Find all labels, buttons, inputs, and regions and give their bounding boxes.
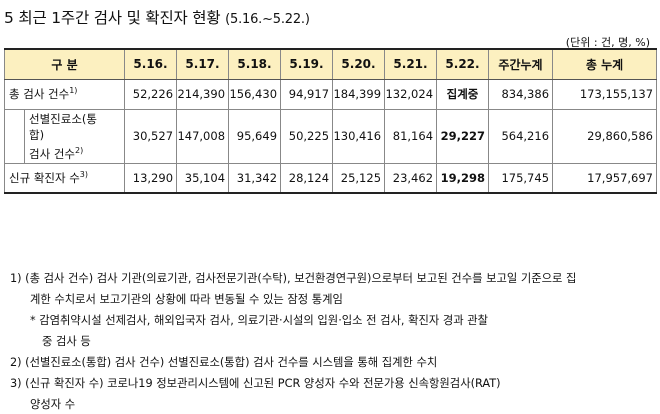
header-weekly-total: 주간누계	[488, 48, 554, 80]
table-cell: 13,290	[124, 162, 178, 194]
header-date: 5.21.	[384, 48, 438, 80]
table-cell: 31,342	[228, 162, 282, 194]
table-cell: 35,104	[176, 162, 230, 194]
footnote-3-line2: 양성자 수	[30, 398, 76, 411]
footnote-1-star-line1: * 감염취약시설 선제검사, 해외입국자 검사, 의료기관·시설의 입원·입소 …	[30, 314, 489, 327]
unit-label: (단위 : 건, 명, %)	[565, 36, 650, 49]
footnote-1-line2: 계한 수치로서 보고기관의 상황에 따라 변동될 수 있는 잠정 통계임	[30, 293, 343, 306]
section-title: 5 최근 1주간 검사 및 확진자 현황 (5.16.~5.22.)	[4, 6, 310, 28]
footnote-1-line1: 1) (총 검사 건수) 검사 기관(의료기관, 검사전문기관(수탁), 보건환…	[10, 272, 577, 285]
header-date: 5.16.	[124, 48, 178, 80]
table-header-row: 구 분 5.16. 5.17. 5.18. 5.19. 5.20. 5.21. …	[3, 48, 658, 80]
footnote-2: 2) (선별진료소(통합) 검사 건수) 선별진료소(통합) 검사 건수를 시스…	[10, 356, 438, 369]
table-cell: 147,008	[176, 108, 230, 164]
header-date: 5.20.	[332, 48, 386, 80]
row-label: 선별진료소(통 합) 검사 건수2)	[23, 108, 126, 164]
table-cell: 19,298	[436, 162, 490, 194]
header-date: 5.19.	[280, 48, 334, 80]
table-cell: 23,462	[384, 162, 438, 194]
title-date-range: (5.16.~5.22.)	[225, 12, 310, 27]
table-cell: 130,416	[332, 108, 386, 164]
table-row-total-tests: 총 검사 건수1) 52,226 214,390 156,430 94,917 …	[3, 78, 658, 110]
table-cell: 95,649	[228, 108, 282, 164]
table-cell: 132,024	[384, 78, 438, 110]
table-cell: 564,216	[488, 108, 554, 164]
table-cell: 17,957,697	[552, 162, 658, 194]
table-cell: 173,155,137	[552, 78, 658, 110]
footnotes: 1) (총 검사 건수) 검사 기관(의료기관, 검사전문기관(수탁), 보건환…	[10, 268, 656, 414]
stats-table: 구 분 5.16. 5.17. 5.18. 5.19. 5.20. 5.21. …	[3, 48, 658, 194]
table-cell: 156,430	[228, 78, 282, 110]
table-cell: 25,125	[332, 162, 386, 194]
header-grand-total: 총 누계	[552, 48, 658, 80]
row-label: 총 검사 건수1)	[3, 78, 126, 110]
table-cell: 834,386	[488, 78, 554, 110]
header-date: 5.22.	[436, 48, 490, 80]
indent-cell	[4, 108, 25, 164]
table-row-new-cases: 신규 확진자 수3) 13,290 35,104 31,342 28,124 2…	[3, 162, 658, 194]
table-cell: 81,164	[384, 108, 438, 164]
table-cell: 50,225	[280, 108, 334, 164]
row-label: 신규 확진자 수3)	[3, 162, 126, 194]
footnote-1-star-line2: 중 검사 등	[42, 335, 91, 348]
table-cell: 94,917	[280, 78, 334, 110]
table-cell: 52,226	[124, 78, 178, 110]
header-category: 구 분	[3, 48, 126, 80]
table-cell: 28,124	[280, 162, 334, 194]
title-main: 5 최근 1주간 검사 및 확진자 현황	[4, 9, 221, 27]
header-date: 5.17.	[176, 48, 230, 80]
table-row-screening-tests: 선별진료소(통 합) 검사 건수2) 30,527 147,008 95,649…	[4, 108, 658, 164]
header-date: 5.18.	[228, 48, 282, 80]
footnote-3-line1: 3) (신규 확진자 수) 코로나19 정보관리시스템에 신고된 PCR 양성자…	[10, 377, 501, 390]
table-cell: 175,745	[488, 162, 554, 194]
table-cell: 29,227	[436, 108, 490, 164]
table-cell: 29,860,586	[552, 108, 658, 164]
table-cell: 30,527	[124, 108, 178, 164]
table-cell: 184,399	[332, 78, 386, 110]
table-cell: 214,390	[176, 78, 230, 110]
table-cell-pending: 집계중	[436, 78, 490, 110]
